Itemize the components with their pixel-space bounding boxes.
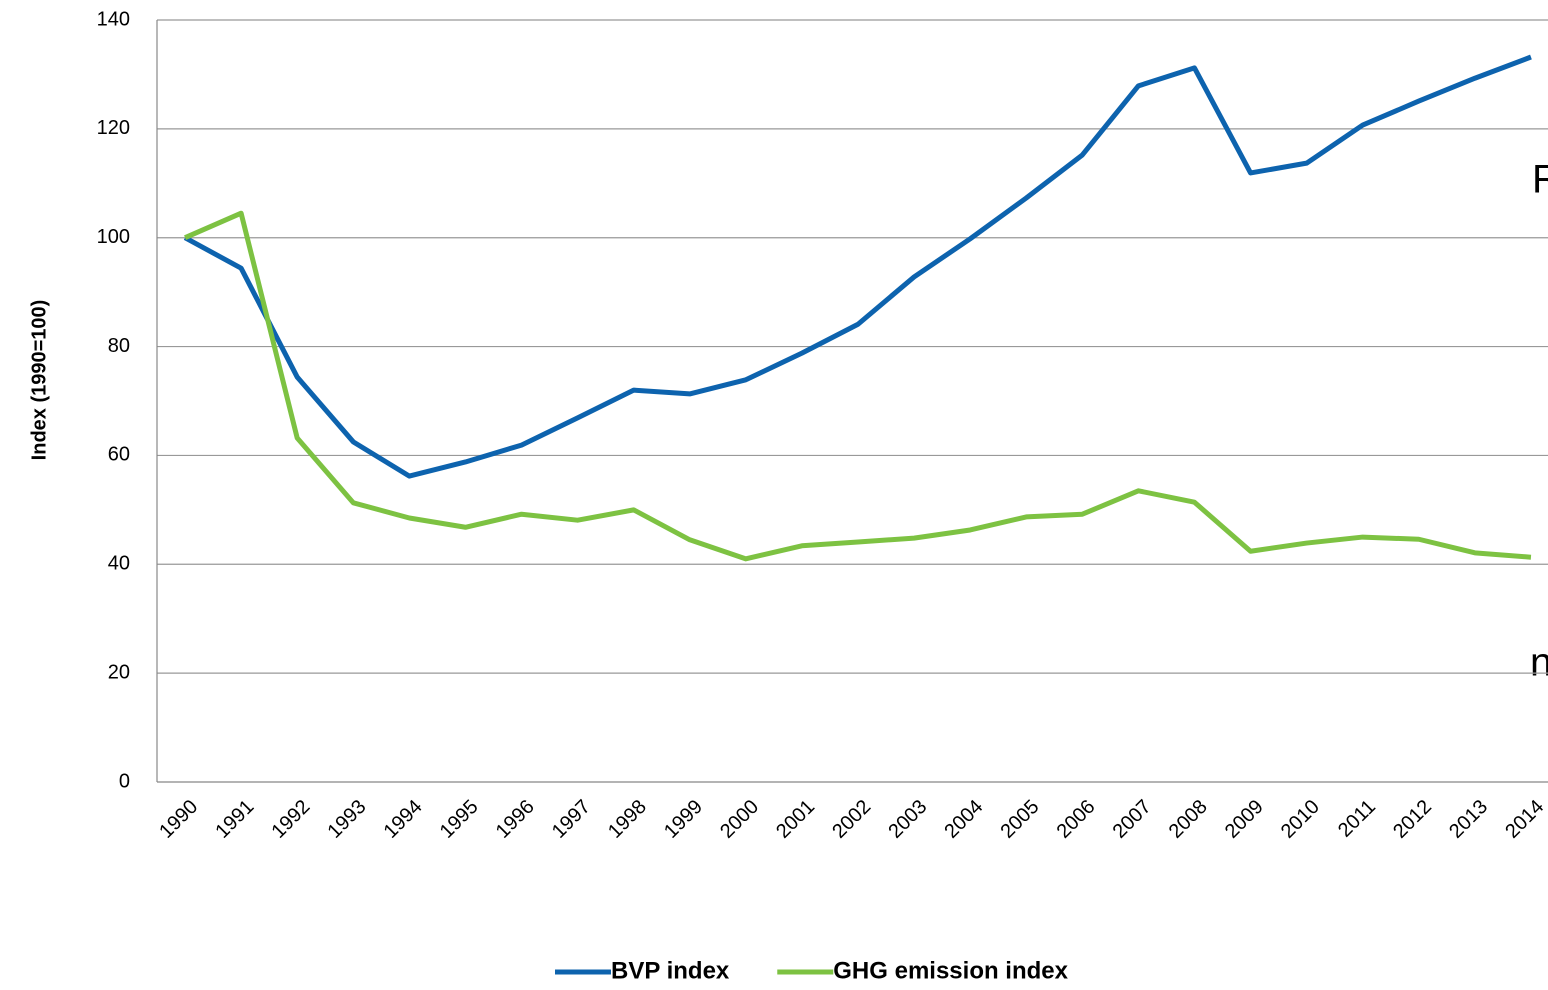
y-axis-label: Index (1990=100) bbox=[28, 300, 50, 461]
y-tick-label: 100 bbox=[97, 226, 130, 248]
x-tick-label: 2004 bbox=[940, 796, 987, 843]
x-tick-label: 2006 bbox=[1053, 796, 1100, 843]
series-line bbox=[183, 54, 1532, 479]
x-tick-label: 1991 bbox=[211, 796, 258, 843]
x-tick-label: 2009 bbox=[1221, 796, 1268, 843]
annotation: n bbox=[1530, 641, 1548, 685]
series-line bbox=[184, 210, 1532, 562]
y-tick-label: 0 bbox=[119, 770, 130, 792]
y-tick-label: 60 bbox=[108, 444, 130, 466]
x-tick-label: 2014 bbox=[1501, 796, 1548, 843]
x-tick-label: 2005 bbox=[996, 796, 1043, 843]
x-tick-label: 1992 bbox=[267, 796, 314, 843]
y-tick-label: 20 bbox=[108, 661, 130, 683]
x-tick-label: 2011 bbox=[1334, 796, 1380, 842]
x-tick-label: 1993 bbox=[324, 796, 371, 843]
x-tick-label: 2001 bbox=[772, 796, 819, 843]
x-tick-label: 2012 bbox=[1389, 796, 1436, 843]
x-tick-label: 1994 bbox=[380, 796, 427, 843]
legend-label: GHG emission index bbox=[833, 957, 1068, 984]
legend-label: BVP index bbox=[611, 957, 730, 984]
x-tick-label: 2000 bbox=[716, 796, 763, 843]
y-tick-label: 40 bbox=[108, 553, 130, 575]
x-tick-label: 2007 bbox=[1109, 796, 1156, 843]
y-tick-label: 80 bbox=[108, 335, 130, 357]
x-tick-label: 2002 bbox=[828, 796, 875, 843]
x-tick-label: 1995 bbox=[436, 796, 483, 843]
annotation: R bbox=[1532, 158, 1548, 202]
x-tick-label: 1998 bbox=[604, 796, 651, 843]
x-tick-label: 1990 bbox=[155, 796, 202, 843]
x-tick-label: 1997 bbox=[548, 796, 595, 843]
x-tick-label: 2013 bbox=[1445, 796, 1492, 843]
x-tick-label: 2008 bbox=[1165, 796, 1212, 843]
y-tick-label: 120 bbox=[97, 117, 130, 139]
x-tick-label: 1996 bbox=[492, 796, 539, 843]
x-tick-label: 2010 bbox=[1277, 796, 1324, 843]
y-tick-label: 140 bbox=[97, 8, 130, 30]
x-tick-label: 2003 bbox=[884, 796, 931, 843]
x-tick-label: 1999 bbox=[660, 796, 707, 843]
